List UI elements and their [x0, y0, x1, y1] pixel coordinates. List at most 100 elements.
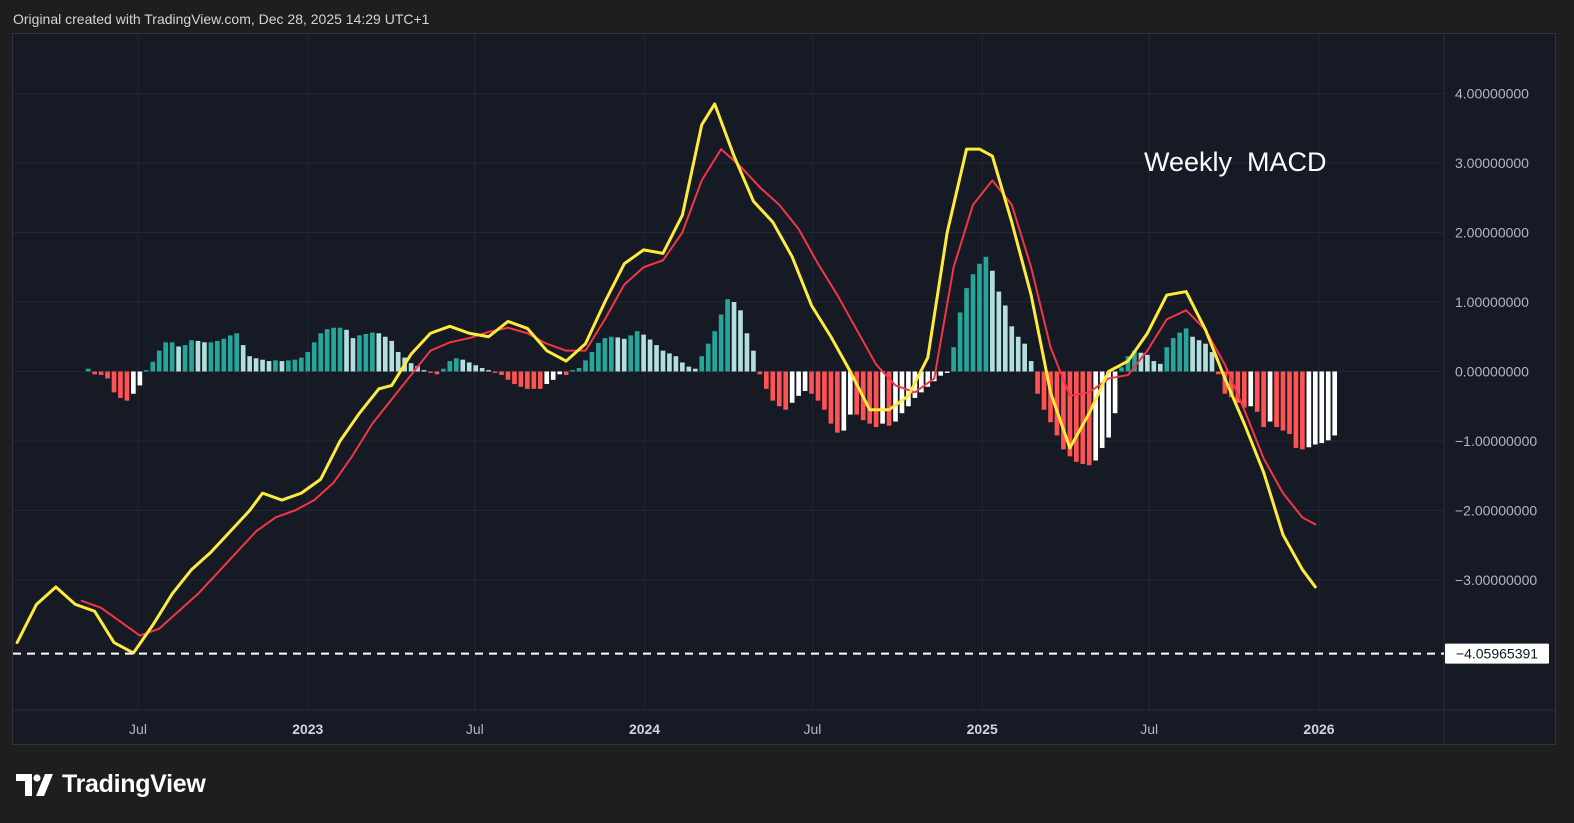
histogram-bar	[111, 371, 117, 393]
price-axis-label: 1.00000000	[1455, 294, 1529, 310]
histogram-bar	[421, 370, 427, 372]
histogram-bar	[583, 360, 588, 372]
histogram-bar	[1002, 305, 1008, 372]
histogram-bar	[531, 371, 537, 389]
histogram-bar	[240, 345, 246, 372]
histogram-bar	[589, 352, 595, 372]
histogram-bar	[692, 368, 698, 372]
histogram-bar	[1190, 336, 1195, 372]
histogram-bar	[544, 371, 550, 385]
histogram-bar	[680, 362, 685, 372]
histogram-bar	[990, 270, 995, 372]
histogram-bar	[292, 359, 298, 372]
chart-pane[interactable]: −4.05965391 4.00000000 3.00000000 2.000000…	[12, 33, 1556, 745]
histogram-bar	[550, 371, 556, 380]
histogram-bar	[596, 343, 601, 372]
tradingview-logo[interactable]: TradingView	[16, 770, 206, 799]
histogram-bar	[370, 332, 375, 372]
price-axis-label: −2.00000000	[1455, 503, 1537, 519]
histogram-bar	[1041, 371, 1047, 410]
histogram-bar	[1009, 326, 1015, 372]
histogram-bar	[880, 371, 885, 424]
histogram-bar	[654, 345, 659, 372]
time-axis[interactable]: Jul 2023 Jul 2024 Jul 2025 Jul 2026	[129, 721, 1335, 737]
histogram-bar	[796, 371, 801, 396]
histogram-bar	[718, 314, 724, 372]
histogram-bar	[150, 361, 156, 372]
histogram-bar	[1080, 371, 1086, 464]
histogram-bar	[1300, 371, 1305, 450]
histogram-bar	[602, 338, 608, 372]
histogram-bar	[499, 371, 504, 375]
histogram-bar	[770, 371, 776, 401]
histogram-bar	[835, 371, 840, 433]
histogram-bar	[382, 336, 388, 372]
time-axis-label: 2024	[629, 721, 660, 737]
histogram-bar	[621, 338, 627, 372]
histogram-bar	[815, 371, 821, 401]
histogram-bar	[408, 363, 414, 372]
histogram-bar	[137, 371, 143, 386]
histogram-bar	[1099, 371, 1105, 448]
histogram-bar	[363, 333, 369, 372]
histogram-bar	[344, 329, 349, 372]
time-axis-label: Jul	[129, 721, 147, 737]
time-axis-label: Jul	[1140, 721, 1158, 737]
histogram-bar	[996, 291, 1002, 372]
histogram-bar	[311, 342, 317, 372]
histogram-bar	[1132, 350, 1137, 372]
histogram-bar	[473, 365, 479, 372]
histogram-bar	[98, 371, 104, 375]
histogram-bar	[744, 333, 750, 372]
histogram-bar	[1280, 371, 1286, 431]
price-axis-label: −1.00000000	[1455, 433, 1537, 449]
histogram-bar	[957, 312, 963, 372]
histogram-bar	[893, 371, 898, 422]
histogram-bar	[118, 371, 123, 398]
histogram-bar	[512, 371, 517, 385]
histogram-bar	[518, 371, 524, 387]
histogram-bar	[802, 371, 808, 391]
histogram-bar	[557, 371, 562, 375]
histogram-bar	[609, 336, 614, 372]
histogram-bar	[298, 357, 304, 372]
histogram-bar	[1261, 371, 1266, 428]
histogram-bar	[1183, 328, 1189, 372]
histogram-bar	[286, 360, 291, 372]
histogram-bar	[751, 350, 756, 372]
histogram-bar	[570, 370, 575, 372]
histogram-bar	[189, 340, 194, 372]
histogram-bar	[757, 371, 763, 375]
histogram-bar	[977, 263, 982, 372]
histogram-bar	[886, 371, 892, 426]
tradingview-logo-icon	[16, 773, 53, 796]
histogram-bar	[1248, 371, 1254, 407]
histogram-bar	[260, 359, 265, 372]
histogram-bar	[1125, 356, 1131, 372]
time-axis-label: Jul	[804, 721, 822, 737]
histogram-bar	[673, 356, 679, 372]
histogram-bar	[576, 368, 582, 372]
histogram-bar	[253, 358, 259, 372]
histogram-bar	[847, 371, 853, 415]
histogram-bar	[1254, 371, 1260, 412]
histogram-bar	[337, 327, 343, 372]
price-axis[interactable]: 4.00000000 3.00000000 2.00000000 1.00000000…	[1455, 86, 1537, 589]
histogram-bar	[1067, 371, 1073, 457]
histogram-bar	[163, 342, 168, 372]
histogram-bar	[731, 302, 737, 372]
histogram-bar	[176, 346, 181, 372]
histogram-bar	[1112, 371, 1118, 414]
time-axis-label: Jul	[466, 721, 484, 737]
histogram-bar	[1325, 371, 1331, 441]
macd-chart[interactable]: −4.05965391 4.00000000 3.00000000 2.000000…	[13, 34, 1555, 744]
signal-line	[80, 148, 1317, 637]
histogram-bar	[1209, 352, 1215, 372]
histogram-bar	[964, 288, 969, 372]
histogram-bar	[318, 333, 324, 372]
histogram-bar	[1145, 354, 1150, 372]
histogram-bar	[324, 329, 330, 372]
histogram-bar	[899, 371, 905, 414]
histogram-bar	[822, 371, 827, 410]
histogram-bar	[434, 371, 440, 375]
